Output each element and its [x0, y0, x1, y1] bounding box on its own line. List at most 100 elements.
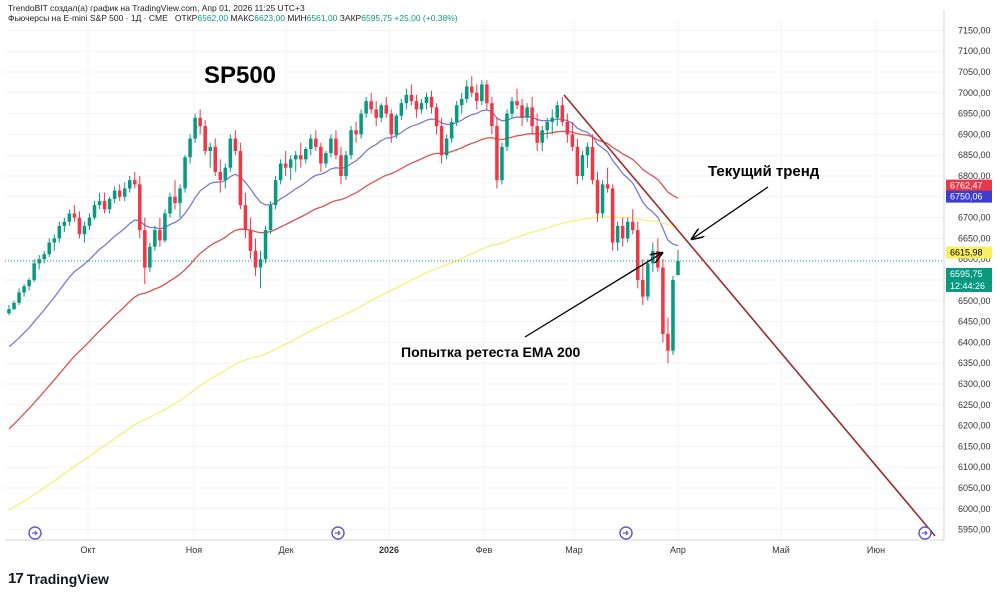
candle-body: [449, 121, 454, 139]
candle-body: [595, 180, 600, 214]
ema-yellow-line: [8, 216, 679, 511]
candle-body: [52, 238, 57, 243]
candle-body: [87, 217, 92, 226]
arrow-retest: [524, 253, 662, 338]
candle-body: [671, 280, 675, 351]
candle-body: [444, 138, 449, 156]
candle: [595, 171, 600, 222]
candle: [490, 96, 494, 135]
candle: [208, 142, 212, 168]
candle-body: [409, 94, 414, 102]
candle-body: [334, 138, 338, 156]
candle: [87, 213, 92, 231]
candle: [364, 96, 368, 118]
candle: [459, 92, 464, 114]
annotation-retest: Попытка ретеста EMA 200: [401, 344, 581, 360]
candle: [102, 192, 107, 214]
candle: [620, 217, 625, 247]
candle-body: [339, 155, 343, 176]
candle: [127, 176, 132, 193]
open-value: 6562,00: [197, 13, 229, 23]
ema-blue-price-label: 6750,06: [950, 192, 983, 202]
candle: [500, 142, 504, 185]
candle: [454, 101, 459, 127]
countdown-bg: [946, 279, 992, 292]
candle: [27, 277, 31, 291]
candle: [439, 117, 444, 164]
annotation-current-trend: Текущий тренд: [708, 163, 820, 180]
candle-body: [535, 126, 539, 143]
candle-body: [661, 267, 665, 335]
candle: [374, 101, 378, 127]
event-marker-icon: [331, 526, 345, 540]
candle-body: [178, 188, 182, 204]
candle-body: [545, 121, 549, 131]
candle: [42, 250, 46, 264]
candle-body: [248, 230, 253, 251]
candle: [122, 182, 127, 201]
candle-body: [158, 230, 162, 241]
candle-body: [414, 101, 419, 110]
price-axis[interactable]: 7150,00 7100,00 7050,00 7000,00 6950,00 6900,…: [943, 10, 991, 540]
candle-body: [127, 180, 132, 189]
price-tick-label: 6450,00: [958, 317, 991, 327]
candle: [203, 119, 207, 156]
candle-body: [188, 138, 192, 158]
candle: [309, 134, 313, 156]
candle: [273, 176, 278, 210]
event-marker-icon: [918, 526, 932, 540]
candle: [444, 134, 449, 160]
candle-body: [314, 138, 318, 147]
time-tick-label: 2026: [379, 545, 399, 555]
candle: [283, 151, 288, 176]
candle-body: [168, 196, 172, 214]
event-arrow: [32, 530, 38, 536]
candle-body: [329, 138, 333, 154]
candle-body: [475, 92, 479, 102]
arrow-current-trend: [692, 186, 769, 239]
time-tick-label: Окт: [80, 545, 95, 555]
candle: [188, 134, 192, 164]
candle-body: [268, 205, 273, 231]
candle-body: [399, 103, 404, 116]
candle: [37, 255, 41, 270]
candle-body: [389, 113, 394, 135]
candle-body: [550, 117, 555, 122]
candle-body: [500, 146, 504, 181]
candle: [107, 196, 112, 214]
candle: [570, 121, 575, 152]
candle: [384, 96, 389, 118]
candle: [243, 192, 248, 239]
candle: [228, 134, 233, 172]
candle: [334, 130, 338, 160]
candle: [314, 130, 318, 152]
candle: [67, 209, 72, 226]
candle-body: [630, 221, 635, 231]
candle: [158, 217, 162, 247]
tradingview-logo[interactable]: 17 TradingView: [8, 570, 109, 587]
candle-body: [143, 230, 147, 268]
price-tick-label: 5950,00: [958, 525, 991, 535]
chart-title: SP500: [204, 62, 276, 89]
candle-body: [228, 138, 233, 168]
candle: [329, 134, 333, 158]
candle-body: [223, 167, 228, 181]
candle: [238, 142, 243, 210]
candle-body: [122, 188, 127, 197]
candle-body: [349, 130, 353, 156]
low-value: 6561,00: [306, 13, 338, 23]
candle-body: [117, 190, 122, 197]
candle: [560, 96, 565, 127]
low-label: МИН: [287, 13, 307, 23]
countdown-label: 12:44:26: [950, 281, 985, 291]
candle: [641, 259, 645, 305]
time-axis[interactable]: Окт Ноя Дек 2026 Фев Мар Апр Май Июн: [5, 539, 944, 555]
price-tick-label: 6100,00: [958, 462, 991, 472]
tradingview-brand: TradingView: [26, 570, 109, 587]
candle: [32, 259, 36, 283]
candle-body: [600, 184, 605, 214]
candle: [52, 234, 57, 251]
